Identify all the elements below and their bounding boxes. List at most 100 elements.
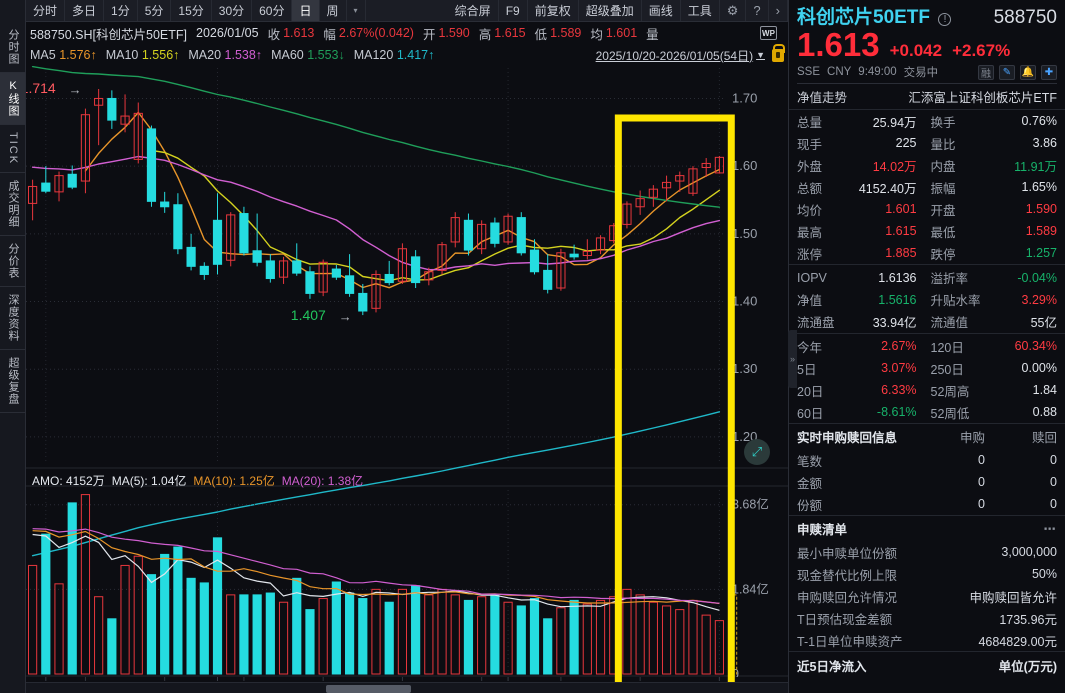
quote-value: 1.6136 — [842, 264, 925, 289]
help-icon[interactable]: ? — [746, 0, 769, 21]
quote-row: 涨停 1.885 跌停 1.257 — [789, 242, 1065, 265]
ma-indicator-MA20: MA20 1.538↑ — [188, 48, 262, 62]
chart-canvas-wrap[interactable]: 1.701.601.501.401.301.201.714→1.407→3.68… — [26, 66, 788, 693]
ma-value: 1.576↑ — [59, 48, 97, 62]
quote-key2: 溢折率 — [924, 264, 989, 289]
toolbar-超级叠加[interactable]: 超级叠加 — [579, 0, 642, 21]
ma-label: MA20 — [188, 48, 225, 62]
toolbar-F9[interactable]: F9 — [499, 0, 528, 21]
volume-bar — [543, 618, 553, 675]
timeframe-周[interactable]: 周 — [320, 0, 347, 21]
net-flow-chart[interactable]: 0-2374 — [789, 677, 1065, 693]
candlestick — [212, 193, 223, 275]
toolbar-画线[interactable]: 画线 — [642, 0, 681, 21]
margin-icon[interactable]: 融 — [978, 64, 994, 80]
low-value: 1.589 — [550, 26, 582, 40]
ma-value: 1.417↑ — [396, 48, 435, 62]
edit-icon[interactable]: ✎ — [999, 64, 1015, 80]
wp-monitor-icon[interactable]: WP — [760, 26, 777, 40]
add-icon[interactable]: ✚ — [1041, 64, 1057, 80]
more-chevron-icon[interactable]: › — [769, 0, 788, 21]
volume-bar — [331, 581, 341, 675]
date-range-selector[interactable]: 2025/10/20-2026/01/05(54日) ▼ — [596, 43, 788, 64]
volume-bar — [622, 588, 632, 675]
sidebar-item-fenjiabiao[interactable]: 分价表 — [0, 236, 25, 288]
candle-body — [503, 215, 513, 243]
candle-body — [239, 213, 249, 254]
volume-bar — [648, 601, 658, 675]
quote-row: 60日 -8.61% 52周低 0.88 — [789, 401, 1065, 423]
quote-key: 总额 — [797, 181, 823, 196]
gear-icon[interactable]: ⚙ — [720, 0, 747, 21]
timeframe-多日[interactable]: 多日 — [65, 0, 105, 21]
volume-bar — [503, 601, 513, 675]
lock-icon[interactable] — [772, 43, 785, 62]
panel-collapse-button[interactable]: » — [788, 330, 797, 388]
quote-value: 25.94万 — [872, 115, 917, 130]
toolbar-综合屏[interactable]: 综合屏 — [448, 0, 499, 21]
volume-axis-tick: 0 — [732, 667, 739, 681]
timeframe-60分[interactable]: 60分 — [252, 0, 293, 21]
timeframe-分时[interactable]: 分时 — [26, 0, 66, 21]
symbol-label: 588750.SH[科创芯片50ETF] — [30, 27, 188, 42]
toolbar-前复权[interactable]: 前复权 — [528, 0, 579, 21]
sidebar-item-fenshitu[interactable]: 分时图 — [0, 22, 25, 73]
timeframe-日[interactable]: 日 — [292, 0, 320, 21]
candle-body — [477, 223, 487, 250]
quote-value2: 0.00% — [1021, 361, 1057, 375]
high-label: 高 — [478, 27, 492, 42]
candle-body — [437, 244, 447, 271]
sidebar-item-tick[interactable]: TICK — [0, 125, 25, 174]
candle-body — [582, 250, 592, 257]
expand-chart-button[interactable]: ⤢ — [744, 439, 770, 465]
redeem-list-section: 申赎清单 ⋯ 最小申赎单位份额 3,000,000 现金替代比例上限 50% 申购赎回允… — [789, 515, 1065, 651]
sidebar-item-shenduziliao[interactable]: 深度资料 — [0, 287, 25, 351]
info-icon[interactable]: ! — [938, 13, 952, 26]
candlestick — [503, 213, 513, 245]
sidebar-item-label: 分时图 — [7, 29, 19, 65]
candle-body — [305, 271, 315, 294]
ma-value: 1.556↑ — [141, 48, 180, 62]
scrollbar-thumb[interactable] — [326, 684, 411, 693]
nav-value-row[interactable]: 净值走势 汇添富上证科创板芯片ETF — [789, 84, 1065, 110]
timeframe-30分[interactable]: 30分 — [212, 0, 253, 21]
sidebar-item-chaojifupan[interactable]: 超级复盘 — [0, 350, 25, 414]
timeframe-1分[interactable]: 1分 — [104, 0, 138, 21]
alert-bell-icon[interactable]: 🔔 — [1020, 64, 1036, 80]
chart-horizontal-scrollbar[interactable] — [26, 682, 788, 693]
timeframe-15分[interactable]: 15分 — [171, 0, 212, 21]
price-axis-tick: 1.70 — [732, 90, 757, 105]
quote-row: 20日 6.33% 52周高 1.84 — [789, 379, 1065, 401]
candlestick — [424, 267, 434, 286]
candle-body — [146, 128, 157, 202]
low-annotation-label: 1.407 — [291, 307, 326, 323]
sidebar-item-kxiantu[interactable]: K线图 — [0, 73, 25, 125]
price-volume-chart[interactable]: 1.701.601.501.401.301.201.714→1.407→3.68… — [26, 66, 788, 693]
candlestick — [635, 190, 645, 215]
volume-bar — [80, 494, 91, 675]
quote-value: 1.5616 — [878, 292, 917, 307]
timeframe-5分[interactable]: 5分 — [138, 0, 172, 21]
avg-label: 均 — [590, 27, 603, 42]
toolbar-工具[interactable]: 工具 — [681, 0, 720, 21]
candlestick — [529, 239, 540, 275]
ma-line-MA60 — [31, 66, 721, 208]
redeem-redeem-value: 0 — [1050, 497, 1057, 511]
quote-row: 净值 1.5616 升贴水率 3.29% — [789, 289, 1065, 311]
date-range-caret-icon[interactable]: ▼ — [756, 50, 765, 60]
quote-row: 今年 2.67% 120日 60.34% — [789, 332, 1065, 357]
ma-value: 1.538↑ — [224, 48, 263, 62]
candlestick — [120, 94, 130, 133]
list-more-icon[interactable]: ⋯ — [1043, 522, 1057, 536]
ma-indicator-MA5: MA5 1.576↑ — [30, 48, 97, 62]
volume-bar — [477, 596, 487, 675]
realtime-redeem-section: 实时申购赎回信息 申购 赎回 笔数 0 0 金额 0 0 份额 0 0 — [789, 423, 1065, 515]
redeem-subscribe-value: 0 — [978, 475, 985, 489]
redeem-row: 份额 0 0 — [789, 493, 1065, 515]
ma-indicator-MA120: MA120 1.417↑ — [354, 48, 435, 62]
quote-value: 2.67% — [842, 332, 925, 357]
security-header: 科创芯片50ETF ! 588750 1.613 +0.042 +2.67% S… — [789, 0, 1065, 84]
candlestick — [622, 201, 632, 229]
sidebar-item-chengjiaomingxi[interactable]: 成交明细 — [0, 173, 25, 237]
chevron-down-icon[interactable]: ▾ — [347, 0, 366, 21]
